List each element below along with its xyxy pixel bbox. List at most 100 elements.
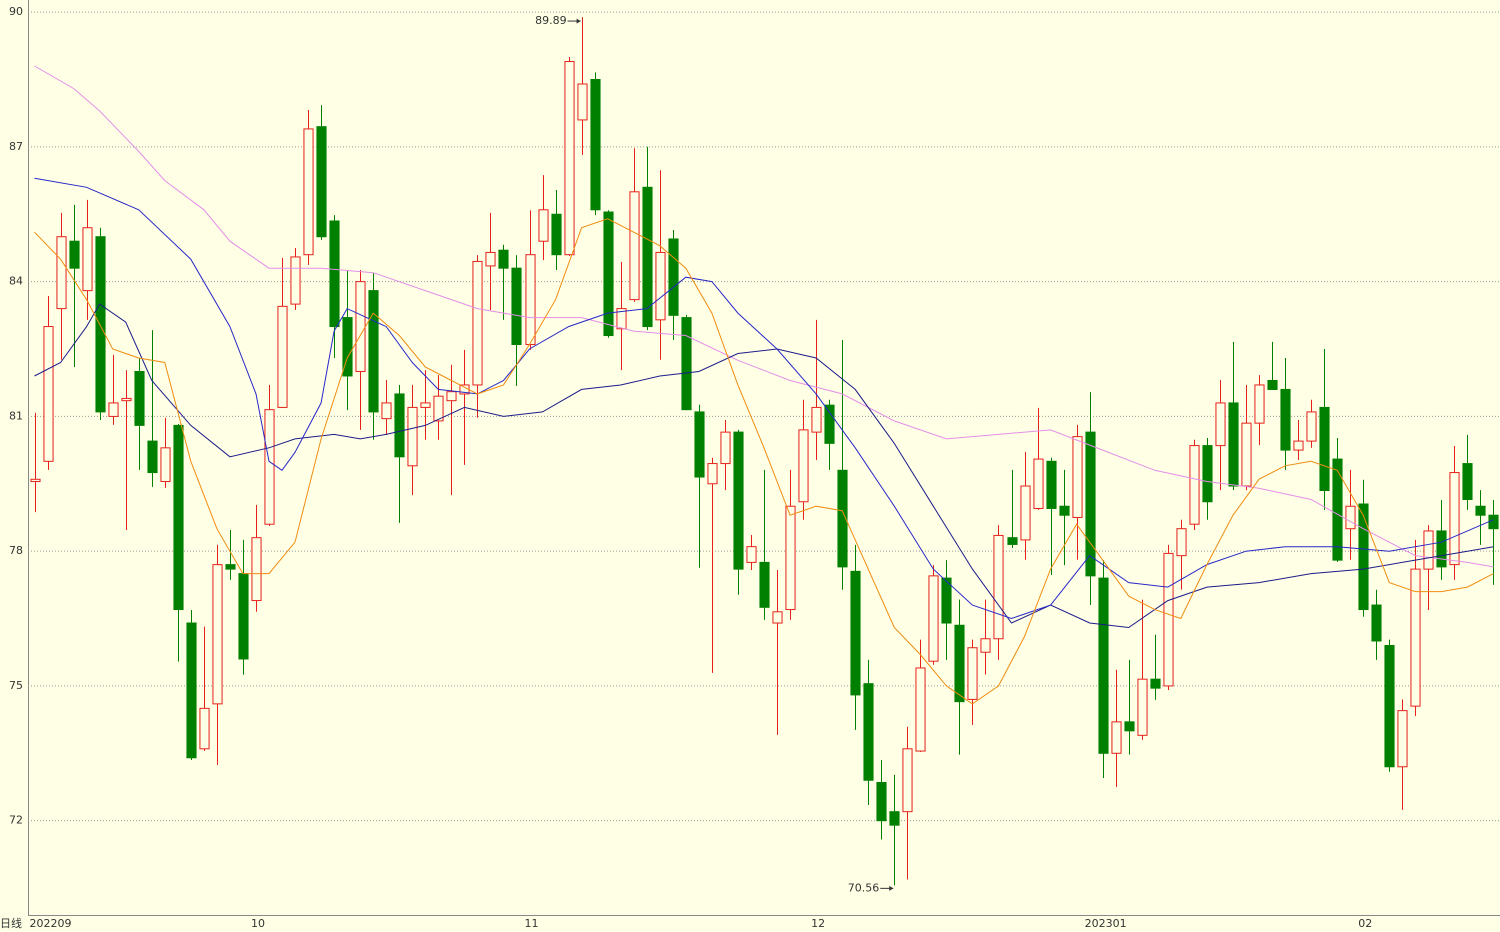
candle-body [147, 440, 158, 474]
moving-average [34, 303, 1494, 629]
candle-body [746, 546, 757, 563]
candle-body [511, 267, 522, 346]
candle-body [1098, 577, 1109, 754]
y-tick-label: 84 [9, 275, 23, 288]
candle-body [30, 478, 41, 483]
candle-body [394, 393, 405, 458]
candle-body [1449, 472, 1460, 566]
candle-body [1137, 678, 1148, 736]
candle-body [564, 61, 575, 256]
candle-body [69, 240, 80, 269]
candle-body [1319, 406, 1330, 492]
candle-body [342, 317, 353, 377]
candle-body [498, 249, 509, 269]
candle-body [1371, 604, 1382, 642]
candle-body [43, 326, 54, 462]
candle-body [551, 213, 562, 256]
candle-body [1059, 505, 1070, 516]
candle-body [538, 209, 549, 242]
y-tick-label: 90 [9, 5, 23, 18]
candle-body [1241, 422, 1252, 487]
candle-body [1176, 528, 1187, 557]
candle-body [1215, 402, 1226, 447]
candle-body [251, 537, 262, 602]
candle-body [772, 611, 783, 624]
moving-average [34, 65, 1494, 568]
candle-body [694, 411, 705, 478]
candle-body [629, 191, 640, 301]
candle-body [1358, 503, 1369, 611]
x-tick-label: 202301 [1085, 917, 1127, 930]
candle-body [1436, 530, 1447, 568]
candle-body [928, 575, 939, 662]
candle-body [1332, 458, 1343, 561]
candle-body [525, 254, 536, 346]
x-tick-label: 202209 [30, 917, 72, 930]
candle-body [824, 404, 835, 444]
candle-body [1267, 379, 1278, 390]
candle-body [407, 406, 418, 467]
annotation: 70.56 [848, 881, 880, 894]
candle-body [1189, 445, 1200, 525]
candle-body [707, 463, 718, 485]
candle-body [1306, 411, 1317, 442]
candle-body [303, 128, 314, 256]
candle-body [1384, 644, 1395, 768]
candle-body [798, 429, 809, 503]
candle-body [186, 622, 197, 759]
annotation: 89.89 [535, 14, 567, 27]
candle-body [1150, 678, 1161, 689]
candle-body [811, 406, 822, 433]
candle-body [160, 447, 171, 483]
candle-body [1345, 505, 1356, 530]
candle-body [225, 564, 236, 570]
candle-body [1111, 721, 1122, 754]
candle-body [108, 402, 119, 417]
candle-body [329, 220, 340, 328]
candle-body [82, 227, 93, 292]
candle-body [590, 79, 601, 211]
x-tick-label: 12 [811, 917, 825, 930]
period-label: 日线 [0, 916, 22, 930]
candle-body [264, 409, 275, 525]
candle-body [316, 126, 327, 238]
candle-body [355, 281, 366, 372]
candle-body [381, 402, 392, 420]
candle-body [876, 781, 887, 822]
candle-body [837, 469, 848, 568]
y-tick-label: 78 [9, 544, 23, 557]
candle-body [1397, 710, 1408, 768]
candle-body [980, 638, 991, 653]
candle-body [616, 308, 627, 330]
candle-body [642, 186, 653, 328]
x-tick-label: 02 [1358, 917, 1372, 930]
candle-body [954, 624, 965, 703]
candle-body [941, 577, 952, 624]
candle-body [863, 683, 874, 781]
candle-body [902, 748, 913, 813]
candle-body [238, 573, 249, 660]
x-tick-label: 10 [251, 917, 265, 930]
y-tick-label: 81 [9, 409, 23, 422]
candle-body [1293, 440, 1304, 451]
candle-body [368, 290, 379, 413]
y-tick-label: 72 [9, 814, 23, 827]
annotation-arrowhead [576, 18, 581, 24]
candle-body [1228, 402, 1239, 487]
candle-body [850, 570, 861, 696]
candle-body [967, 647, 978, 700]
candle-body [277, 305, 288, 408]
candle-body [1124, 721, 1135, 732]
candle-body [993, 534, 1004, 640]
candle-body [1020, 485, 1031, 541]
candle-body [1085, 431, 1096, 577]
candle-body [95, 236, 106, 413]
candle-body [733, 431, 744, 570]
moving-average [34, 177, 1494, 620]
candle-body [121, 397, 132, 402]
candle-body [1423, 530, 1434, 570]
candle-body [759, 561, 770, 608]
candle-body [577, 83, 588, 121]
